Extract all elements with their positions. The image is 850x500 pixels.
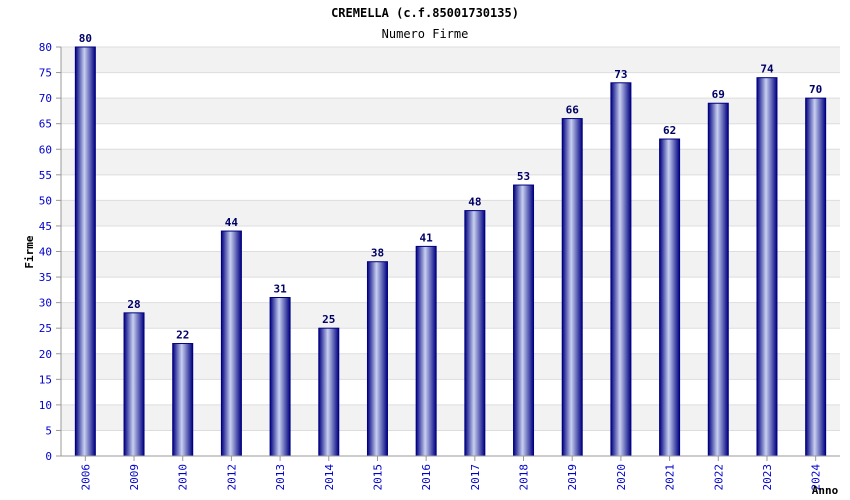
x-tick-label-2009: 2009 [128,464,141,491]
value-label-2017: 48 [468,196,481,209]
bar-2018 [513,184,535,457]
bar-2016 [415,245,437,457]
y-tick-label: 55 [39,169,52,182]
bar-2020 [610,82,632,457]
value-label-2018: 53 [517,170,530,183]
x-axis-ticks: 2006 2009 2010 2012 2013 2014 2015 2016 2017 2018… [79,456,823,491]
value-label-2024: 70 [809,83,822,96]
x-tick-label-2019: 2019 [566,464,579,491]
y-tick-label: 65 [39,118,52,131]
bar-2009 [123,312,145,457]
x-tick-label-2013: 2013 [274,464,287,491]
x-tick-label-2018: 2018 [518,464,531,491]
x-tick-label-2021: 2021 [664,464,677,491]
bar-2022 [707,102,729,457]
x-tick-label-2016: 2016 [420,464,433,491]
y-axis-label: Firme [23,235,36,268]
bar-2010 [172,343,194,457]
x-tick-label-2023: 2023 [761,464,774,491]
y-tick-label: 80 [39,41,52,54]
value-label-2006: 80 [79,32,92,45]
chart-title: CREMELLA (c.f.85001730135) [331,6,519,20]
y-tick-label: 40 [39,246,52,259]
y-tick-label: 5 [45,424,52,437]
value-label-2015: 38 [371,247,384,260]
bar-2012 [220,230,242,457]
value-label-2019: 66 [566,104,580,117]
x-tick-label-2024: 2024 [810,464,823,491]
bar-2006 [74,46,96,457]
y-tick-label: 15 [39,373,52,386]
y-tick-label: 45 [39,220,52,233]
value-label-2009: 28 [127,298,140,311]
value-label-2022: 69 [712,88,725,101]
value-label-2016: 41 [420,231,434,244]
bar-2024 [805,97,827,457]
x-axis-label: Anno [812,484,839,497]
value-label-2012: 44 [225,216,239,229]
y-tick-label: 35 [39,271,52,284]
x-tick-label-2015: 2015 [371,464,384,491]
value-labels: 80 28 22 44 31 25 38 41 48 53 66 73 62 69 74 70 [79,32,823,342]
x-tick-label-2014: 2014 [323,464,336,491]
y-tick-label: 70 [39,92,52,105]
x-tick-label-2006: 2006 [79,464,92,491]
grid-band [61,47,840,73]
value-label-2023: 74 [760,63,774,76]
y-axis-ticks: 0 5 10 15 20 25 30 35 40 45 50 55 60 65 70 75 80 [39,41,61,463]
y-tick-label: 30 [39,297,52,310]
y-tick-label: 25 [39,322,52,335]
bar-2021 [659,138,681,457]
y-tick-label: 60 [39,143,52,156]
value-label-2014: 25 [322,313,335,326]
value-label-2013: 31 [273,283,287,296]
x-tick-label-2020: 2020 [615,464,628,491]
value-label-2010: 22 [176,329,189,342]
y-tick-label: 0 [45,450,52,463]
bar-2017 [464,210,486,457]
value-label-2021: 62 [663,124,676,137]
x-tick-label-2022: 2022 [712,464,725,491]
y-tick-label: 10 [39,399,52,412]
y-tick-label: 20 [39,348,52,361]
chart-subtitle: Numero Firme [382,27,469,41]
y-tick-label: 75 [39,67,52,80]
y-tick-label: 50 [39,194,52,207]
bar-2013 [269,297,291,457]
x-tick-label-2010: 2010 [177,464,190,491]
value-label-2020: 73 [614,68,627,81]
bar-2023 [756,77,778,457]
bar-2014 [318,327,340,457]
x-tick-label-2017: 2017 [469,464,482,491]
x-tick-label-2012: 2012 [225,464,238,491]
bar-2019 [561,118,583,457]
bar-2015 [366,261,388,457]
bars [74,46,827,457]
